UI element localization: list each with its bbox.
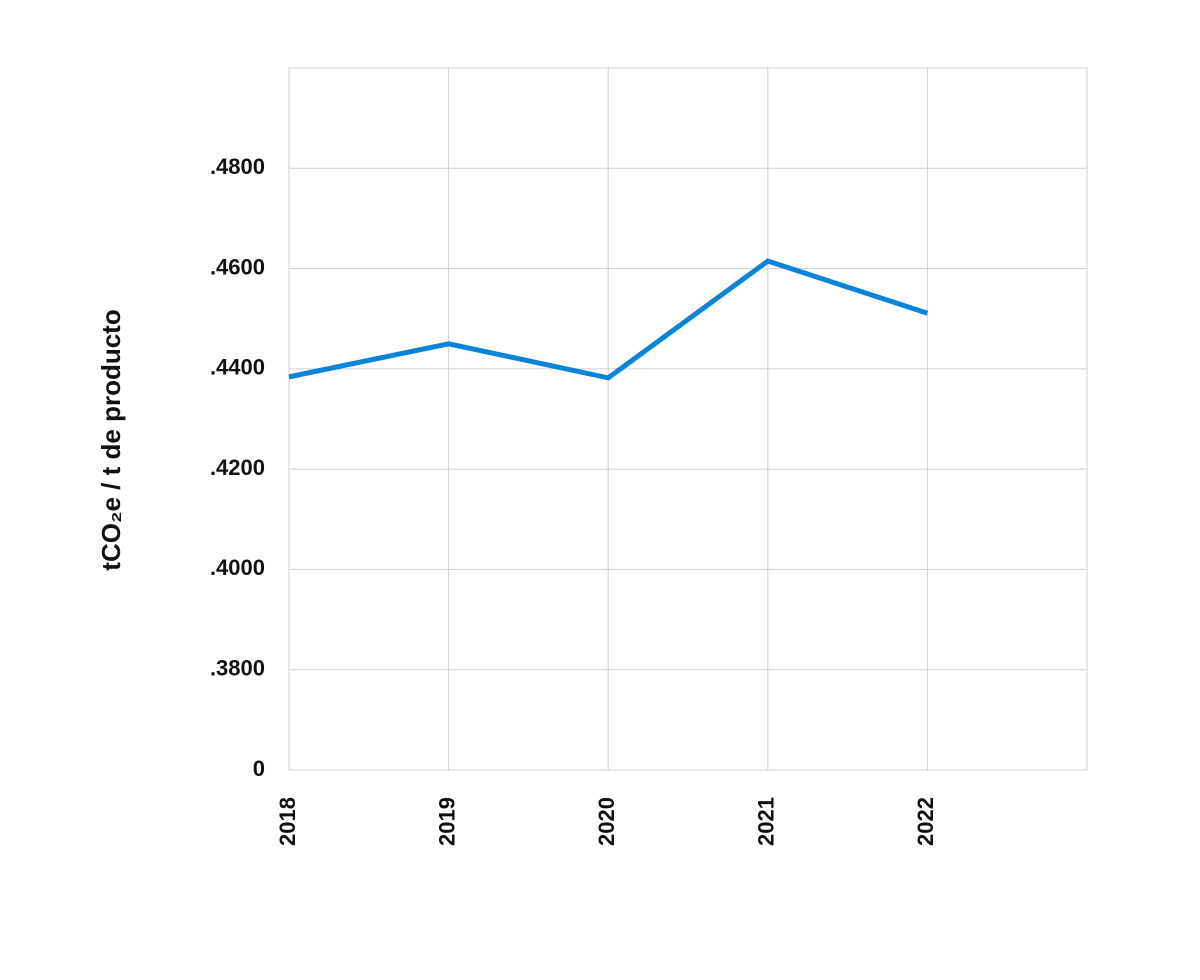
y-tick-label: 0 bbox=[253, 756, 265, 781]
data-line bbox=[288, 258, 929, 381]
x-tick-label: 2020 bbox=[594, 797, 619, 846]
y-tick-label: .4000 bbox=[210, 555, 265, 580]
y-axis-title: tCO₂e / t de producto bbox=[96, 309, 126, 570]
x-tick-label: 2019 bbox=[434, 797, 459, 846]
y-tick-label: .3800 bbox=[210, 656, 265, 681]
plot-frame bbox=[288, 67, 1088, 771]
y-tick-label: .4800 bbox=[210, 154, 265, 179]
x-tick-label: 2018 bbox=[275, 797, 300, 846]
y-tick-label: .4400 bbox=[210, 355, 265, 380]
x-tick-label: 2022 bbox=[913, 797, 938, 846]
y-tick-label: .4600 bbox=[210, 254, 265, 279]
y-tick-label: .4200 bbox=[210, 455, 265, 480]
x-tick-label: 2021 bbox=[754, 797, 779, 846]
